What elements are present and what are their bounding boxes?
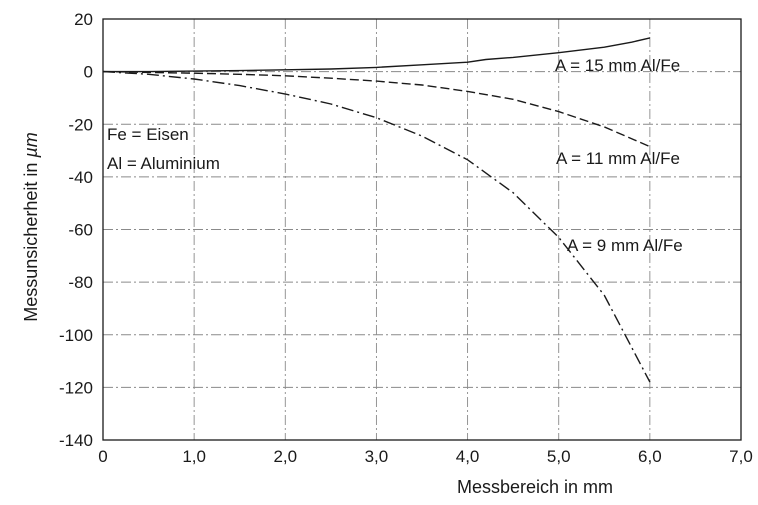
x-tick-label: 1,0 <box>182 447 206 466</box>
series-line-9mm <box>102 70 651 383</box>
x-axis-label: Messbereich in mm <box>457 477 613 497</box>
y-tick-label: -140 <box>59 431 93 450</box>
x-tick-label: 2,0 <box>273 447 297 466</box>
series-label-15mm: A = 15 mm Al/Fe <box>555 56 680 75</box>
x-tick-label: 4,0 <box>456 447 480 466</box>
y-tick-label: 20 <box>74 10 93 29</box>
x-tick-label: 3,0 <box>365 447 389 466</box>
x-tick-label: 5,0 <box>547 447 571 466</box>
y-tick-label: -40 <box>68 168 93 187</box>
series-line-11mm <box>102 70 651 148</box>
y-tick-label: 0 <box>84 63 93 82</box>
y-tick-label: -80 <box>68 273 93 292</box>
y-axis-label: Messunsicherheit in µm <box>21 132 41 321</box>
grid <box>103 19 741 440</box>
legend-line-al: Al = Aluminium <box>107 154 220 173</box>
y-axis-label-prefix: Messunsicherheit in <box>21 158 41 322</box>
legend-line-fe: Fe = Eisen <box>107 125 189 144</box>
series-group <box>102 37 651 383</box>
y-tick-label: -100 <box>59 326 93 345</box>
series-label-11mm: A = 11 mm Al/Fe <box>556 149 680 168</box>
x-tick-label: 0 <box>98 447 107 466</box>
series-line-15mm <box>103 37 651 73</box>
x-tick-label: 7,0 <box>729 447 753 466</box>
x-tick-label: 6,0 <box>638 447 662 466</box>
y-tick-label: -20 <box>68 115 93 134</box>
y-axis-label-unit: µm <box>21 132 41 158</box>
series-label-9mm: A = 9 mm Al/Fe <box>567 236 683 255</box>
tick-labels: 0 1,0 2,0 3,0 4,0 5,0 6,0 7,0 20 0 -20 -40 -60 -80 -10… <box>59 10 753 466</box>
y-tick-label: -120 <box>59 378 93 397</box>
y-tick-label: -60 <box>68 221 93 240</box>
plot-frame <box>102 18 742 441</box>
